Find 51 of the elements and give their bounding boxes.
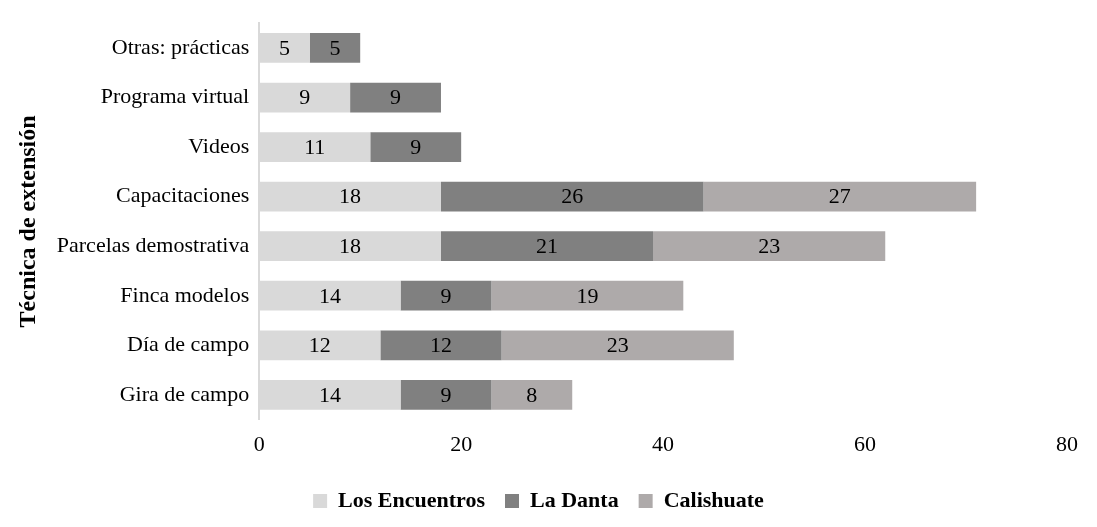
bar	[380, 330, 502, 361]
data-label: 26	[561, 183, 584, 209]
data-label: 5	[278, 34, 290, 60]
bar	[501, 330, 734, 361]
bar	[350, 82, 441, 113]
data-label: 9	[299, 84, 311, 110]
data-label: 23	[758, 232, 781, 258]
data-label: 9	[410, 133, 422, 159]
data-label: 27	[828, 183, 851, 209]
y-tick-label: Videos	[188, 132, 250, 158]
data-label: 9	[440, 381, 452, 407]
data-label: 5	[329, 34, 341, 60]
x-tick-label: 60	[854, 430, 877, 456]
data-label: 21	[535, 232, 558, 258]
y-tick-label: Gira de campo	[119, 380, 250, 406]
y-tick-label: Parcelas demostrativa	[56, 231, 250, 257]
legend-label: Los Encuentros	[338, 486, 486, 512]
legend-label: La Danta	[530, 486, 619, 512]
bar	[653, 231, 886, 262]
y-tick-label: Programa virtual	[100, 83, 250, 109]
y-tick-label: Finca modelos	[120, 281, 250, 307]
data-label: 18	[339, 232, 362, 258]
y-tick-label: Día de campo	[127, 331, 250, 357]
x-tick-label: 40	[652, 430, 675, 456]
legend-label: Calishuate	[663, 486, 765, 512]
data-label: 19	[576, 282, 599, 308]
bar	[440, 231, 654, 262]
bar	[370, 132, 462, 162]
bar	[400, 280, 492, 311]
bar	[309, 33, 361, 63]
data-label: 23	[606, 332, 629, 358]
bar	[491, 280, 684, 311]
data-label: 9	[440, 282, 452, 308]
x-tick-label: 20	[450, 430, 473, 456]
data-label: 8	[526, 381, 538, 407]
data-label: 12	[429, 332, 452, 358]
bar	[491, 379, 573, 410]
x-tick-label: 0	[253, 430, 265, 456]
y-tick-label: Capacitaciones	[116, 182, 250, 208]
data-label: 9	[390, 84, 402, 110]
x-tick-label: 80	[1056, 430, 1078, 456]
data-label: 12	[308, 332, 331, 358]
bar	[400, 379, 492, 410]
bar	[440, 181, 704, 212]
y-axis-title: Técnica de extensión	[13, 115, 40, 328]
data-label: 11	[304, 133, 326, 159]
data-label: 18	[339, 183, 362, 209]
y-tick-label: Otras: prácticas	[111, 33, 250, 59]
bar	[703, 181, 977, 212]
data-label: 14	[318, 381, 341, 407]
data-label: 14	[318, 282, 341, 308]
